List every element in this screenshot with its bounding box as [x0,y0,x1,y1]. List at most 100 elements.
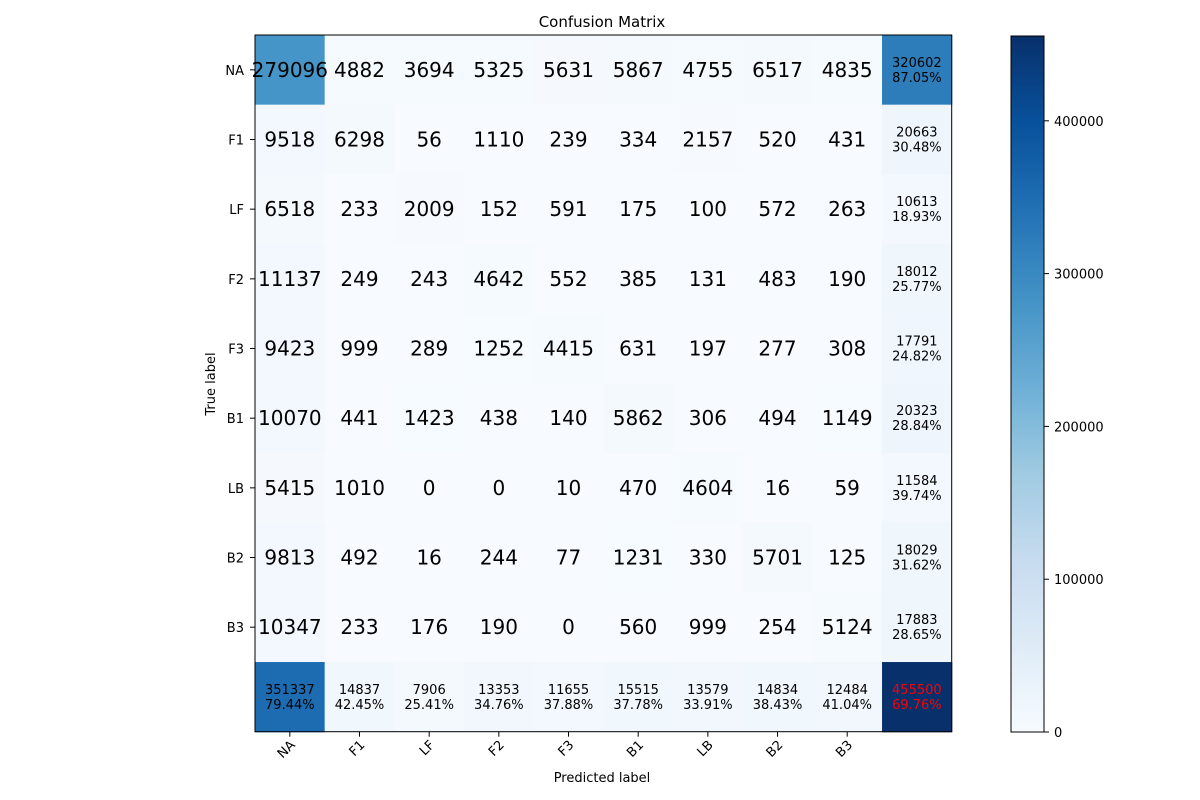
matrix-cell [464,453,535,524]
column-total-label: 351337 79.44% [265,683,315,713]
cell-value-label: 591 [549,197,587,221]
matrix-cell [603,244,674,315]
matrix-cell [464,244,535,315]
row-total-cell [882,453,953,524]
row-total-cell [882,383,953,454]
column-total-label: 13353 34.76% [474,683,524,713]
colorbar-tick-label: 300000 [1054,268,1104,283]
matrix-cell [603,592,674,663]
row-total-label: 17883 28.65% [892,613,942,643]
matrix-cell [533,383,604,454]
column-total-cell [603,662,674,733]
matrix-cell [673,592,744,663]
y-tick-label: LF [229,203,244,218]
matrix-cell [394,592,465,663]
cell-value-label: 16 [416,546,441,570]
matrix-cell [255,383,326,454]
column-total-label: 14837 42.45% [335,683,385,713]
matrix-cell [533,522,604,593]
matrix-cell [673,383,744,454]
matrix-cell [533,35,604,106]
cell-value-label: 9518 [264,128,315,152]
cell-value-label: 0 [423,476,436,500]
chart-title: Confusion Matrix [539,13,666,31]
x-tick-label: B1 [624,738,647,761]
cell-value-label: 1252 [473,337,524,361]
y-tick-label: F2 [228,273,244,288]
row-total-label: 320602 87.05% [892,56,942,86]
cell-value-label: 572 [758,197,796,221]
cell-value-label: 0 [492,476,505,500]
matrix-cell [742,104,813,175]
matrix-cell [394,174,465,245]
matrix-cell [324,104,395,175]
matrix-cell [394,104,465,175]
cell-value-label: 277 [758,337,796,361]
row-total-cell [882,522,953,593]
cell-value-label: 330 [689,546,727,570]
matrix-cell [324,383,395,454]
cell-value-label: 6298 [334,128,385,152]
cell-value-label: 999 [340,337,378,361]
matrix-cell [673,174,744,245]
cell-value-label: 190 [828,267,866,291]
cell-value-label: 483 [758,267,796,291]
cell-value-label: 5415 [264,476,315,500]
matrix-cell [812,174,883,245]
cell-value-label: 4835 [822,58,873,82]
colorbar-tick-label: 100000 [1054,573,1104,588]
matrix-cell [742,592,813,663]
cell-value-label: 470 [619,476,657,500]
cell-value-label: 140 [549,406,587,430]
cell-value-label: 4755 [682,58,733,82]
colorbar: 0 100000 200000 300000 400000 [1010,35,1104,741]
column-total-cell [673,662,744,733]
y-tick-label: NA [225,64,244,79]
grand-total-cell [882,662,953,733]
x-tick-label: B3 [833,738,856,761]
cell-value-label: 175 [619,197,657,221]
matrix-cell [812,383,883,454]
matrix-cell [812,313,883,384]
column-total-label: 12484 41.04% [822,683,872,713]
matrix-cell [603,104,674,175]
cell-value-label: 125 [828,546,866,570]
matrix-cell [603,174,674,245]
row-total-label: 10613 18.93% [892,195,942,225]
cell-value-label: 5862 [613,406,664,430]
cell-value-label: 4415 [543,337,594,361]
y-tick-label: B3 [227,621,244,636]
cell-value-label: 334 [619,128,657,152]
cell-value-label: 5325 [473,58,524,82]
x-axis-label: Predicted label [554,771,651,786]
matrix-cell [324,174,395,245]
cell-value-label: 243 [410,267,448,291]
matrix-cell [324,313,395,384]
matrix-cell [673,453,744,524]
cell-value-label: 10 [556,476,581,500]
matrix-cell [533,244,604,315]
cell-value-label: 249 [340,267,378,291]
cell-value-label: 4642 [473,267,524,291]
y-tick-label: B2 [227,552,244,567]
matrix-cell [464,313,535,384]
row-total-cell [882,174,953,245]
cell-value-label: 9813 [264,546,315,570]
matrix-cell [812,35,883,106]
matrix-cell [324,35,395,106]
cell-value-label: 6517 [752,58,803,82]
x-tick-label: NA [275,738,299,762]
matrix-cell [255,35,326,106]
matrix-cell [255,174,326,245]
matrix-cell [812,104,883,175]
matrix-cell [255,453,326,524]
matrix-cell [533,592,604,663]
matrix-cell [673,522,744,593]
cell-value-label: 59 [834,476,859,500]
matrix-cell [255,313,326,384]
cell-value-label: 9423 [264,337,315,361]
matrix-cell [603,35,674,106]
heatmap-cells [255,35,953,733]
cell-value-label: 552 [549,267,587,291]
matrix-cell [464,35,535,106]
